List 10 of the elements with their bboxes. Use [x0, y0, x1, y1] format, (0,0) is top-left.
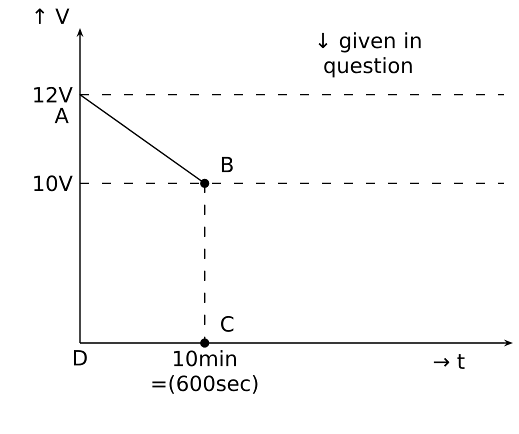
text: → t	[434, 354, 465, 369]
annotation: C	[221, 316, 234, 332]
annotation: B	[222, 156, 233, 172]
y-tick-label: 10V	[34, 175, 73, 192]
y-axis-title: ↑ V	[35, 8, 70, 24]
y-tick-label: 12V	[34, 86, 73, 102]
text: ↓ given in question	[318, 32, 421, 78]
x-tick-label: D	[74, 350, 87, 366]
annotation: A	[54, 108, 69, 124]
x-tick-label: 10min =(600sec)	[152, 350, 258, 394]
